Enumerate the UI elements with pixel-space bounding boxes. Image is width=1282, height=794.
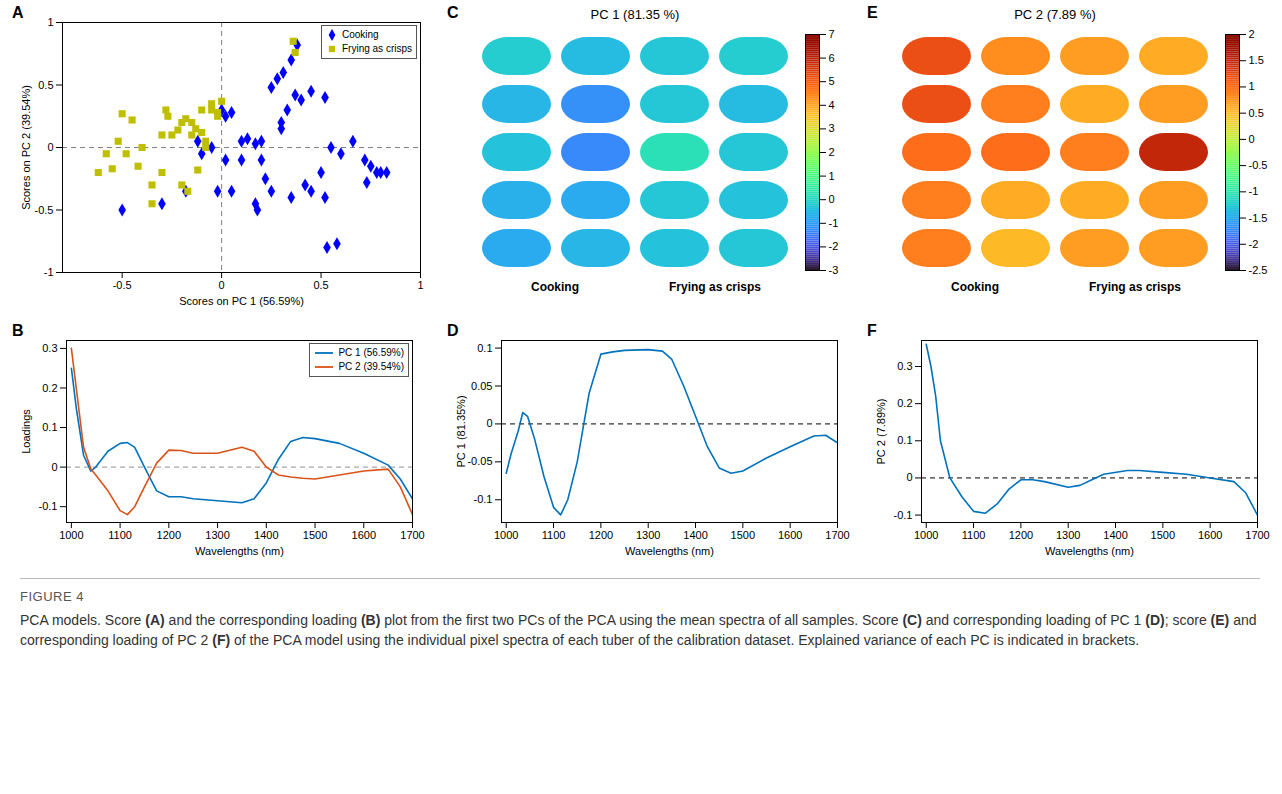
svg-text:0: 0 bbox=[486, 417, 492, 429]
svg-text:1300: 1300 bbox=[1056, 529, 1080, 541]
html-text:PC 2 (7.89 %): PC 2 (7.89 %) bbox=[1014, 7, 1096, 22]
svg-text:-2: -2 bbox=[1249, 238, 1259, 250]
svg-text:-2.5: -2.5 bbox=[1249, 264, 1268, 276]
svg-text:1.5: 1.5 bbox=[1249, 54, 1264, 66]
svg-text:1200: 1200 bbox=[589, 529, 613, 541]
svg-text:1700: 1700 bbox=[1245, 529, 1269, 541]
svg-text:1: 1 bbox=[1249, 80, 1255, 92]
html-text:Cooking: Cooking bbox=[951, 280, 999, 294]
svg-text:1200: 1200 bbox=[1009, 529, 1033, 541]
svg-text:1100: 1100 bbox=[962, 529, 986, 541]
svg-text:1100: 1100 bbox=[542, 529, 566, 541]
svg-text:Loadings: Loadings bbox=[20, 409, 32, 454]
svg-text:3: 3 bbox=[829, 122, 835, 134]
svg-text:0.1: 0.1 bbox=[42, 421, 57, 433]
html-text:B: B bbox=[12, 322, 24, 339]
svg-text:0.3: 0.3 bbox=[42, 342, 57, 354]
svg-text:2: 2 bbox=[1249, 28, 1255, 40]
html-text:PCA models. Score (A) and the: PCA models. Score (A) and the correspond… bbox=[20, 612, 1257, 648]
svg-text:-1: -1 bbox=[1249, 185, 1259, 197]
svg-text:1400: 1400 bbox=[254, 529, 278, 541]
svg-text:1500: 1500 bbox=[731, 529, 755, 541]
svg-text:0: 0 bbox=[219, 279, 225, 291]
html-text:PC 2 (39.54%): PC 2 (39.54%) bbox=[338, 361, 404, 372]
svg-text:1000: 1000 bbox=[494, 529, 518, 541]
svg-text:0.2: 0.2 bbox=[42, 381, 57, 393]
html-text:Frying as crisps: Frying as crisps bbox=[669, 280, 761, 294]
svg-text:-0.5: -0.5 bbox=[1249, 159, 1268, 171]
svg-text:0.5: 0.5 bbox=[1249, 107, 1264, 119]
svg-text:-0.05: -0.05 bbox=[467, 455, 492, 467]
html-text:PC 1 (81.35 %): PC 1 (81.35 %) bbox=[590, 7, 680, 22]
svg-text:-1: -1 bbox=[829, 217, 839, 229]
html-text:D: D bbox=[447, 322, 459, 339]
svg-text:1: 1 bbox=[417, 279, 423, 291]
svg-text:-2: -2 bbox=[829, 240, 839, 252]
html-text:E: E bbox=[867, 4, 878, 21]
svg-text:5: 5 bbox=[829, 75, 835, 87]
svg-text:1: 1 bbox=[829, 170, 835, 182]
svg-text:1600: 1600 bbox=[352, 529, 376, 541]
svg-text:-3: -3 bbox=[829, 264, 839, 276]
svg-text:-1: -1 bbox=[44, 266, 54, 278]
svg-text:Scores on PC 1 (56.59%): Scores on PC 1 (56.59%) bbox=[179, 295, 304, 307]
svg-text:0.5: 0.5 bbox=[313, 279, 328, 291]
html-text:F: F bbox=[867, 322, 877, 339]
svg-text:0: 0 bbox=[51, 461, 57, 473]
svg-text:0.2: 0.2 bbox=[897, 397, 912, 409]
svg-text:6: 6 bbox=[829, 52, 835, 64]
svg-text:1700: 1700 bbox=[825, 529, 849, 541]
svg-text:0.1: 0.1 bbox=[477, 342, 492, 354]
svg-text:2: 2 bbox=[829, 146, 835, 158]
svg-text:Scores on PC 2 (39.54%): Scores on PC 2 (39.54%) bbox=[20, 85, 32, 210]
svg-text:0: 0 bbox=[829, 193, 835, 205]
svg-text:0.1: 0.1 bbox=[897, 434, 912, 446]
html-text:Frying as crisps: Frying as crisps bbox=[342, 43, 412, 54]
svg-text:0: 0 bbox=[47, 141, 53, 153]
svg-text:-0.1: -0.1 bbox=[474, 493, 493, 505]
html-text:PC 1 (56.59%): PC 1 (56.59%) bbox=[338, 347, 404, 358]
svg-text:-0.1: -0.1 bbox=[894, 509, 913, 521]
svg-text:1400: 1400 bbox=[1103, 529, 1127, 541]
svg-text:-0.5: -0.5 bbox=[113, 279, 132, 291]
svg-text:Wavelengths (nm): Wavelengths (nm) bbox=[625, 545, 714, 557]
svg-text:0.3: 0.3 bbox=[897, 360, 912, 372]
svg-text:-0.1: -0.1 bbox=[39, 500, 58, 512]
svg-text:4: 4 bbox=[829, 99, 835, 111]
svg-text:0: 0 bbox=[1249, 133, 1255, 145]
svg-text:0.05: 0.05 bbox=[471, 380, 492, 392]
svg-text:1500: 1500 bbox=[1151, 529, 1175, 541]
svg-text:1000: 1000 bbox=[59, 529, 83, 541]
svg-text:1500: 1500 bbox=[303, 529, 327, 541]
html-text:Cooking: Cooking bbox=[531, 280, 579, 294]
html-text:Frying as crisps: Frying as crisps bbox=[1089, 280, 1181, 294]
svg-text:1700: 1700 bbox=[400, 529, 424, 541]
svg-text:1100: 1100 bbox=[108, 529, 132, 541]
svg-text:1300: 1300 bbox=[205, 529, 229, 541]
svg-text:7: 7 bbox=[829, 28, 835, 40]
svg-text:1400: 1400 bbox=[683, 529, 707, 541]
svg-text:0.5: 0.5 bbox=[38, 79, 53, 91]
html-text:C: C bbox=[447, 4, 459, 21]
svg-text:PC 1 (81.35%): PC 1 (81.35%) bbox=[455, 395, 467, 467]
svg-text:1: 1 bbox=[47, 16, 53, 28]
svg-text:Wavelengths (nm): Wavelengths (nm) bbox=[195, 545, 284, 557]
svg-text:1000: 1000 bbox=[914, 529, 938, 541]
html-text:FIGURE 4: FIGURE 4 bbox=[20, 589, 84, 604]
svg-text:Wavelengths (nm): Wavelengths (nm) bbox=[1045, 545, 1134, 557]
svg-text:PC 2 (7.89%): PC 2 (7.89%) bbox=[875, 398, 887, 464]
svg-text:0: 0 bbox=[906, 471, 912, 483]
html-text:Cooking: Cooking bbox=[342, 29, 379, 40]
html-text:A: A bbox=[12, 4, 24, 21]
svg-text:-1.5: -1.5 bbox=[1249, 212, 1268, 224]
svg-text:1300: 1300 bbox=[636, 529, 660, 541]
svg-text:1600: 1600 bbox=[1198, 529, 1222, 541]
svg-text:1200: 1200 bbox=[157, 529, 181, 541]
svg-text:-0.5: -0.5 bbox=[35, 204, 54, 216]
svg-text:1600: 1600 bbox=[778, 529, 802, 541]
